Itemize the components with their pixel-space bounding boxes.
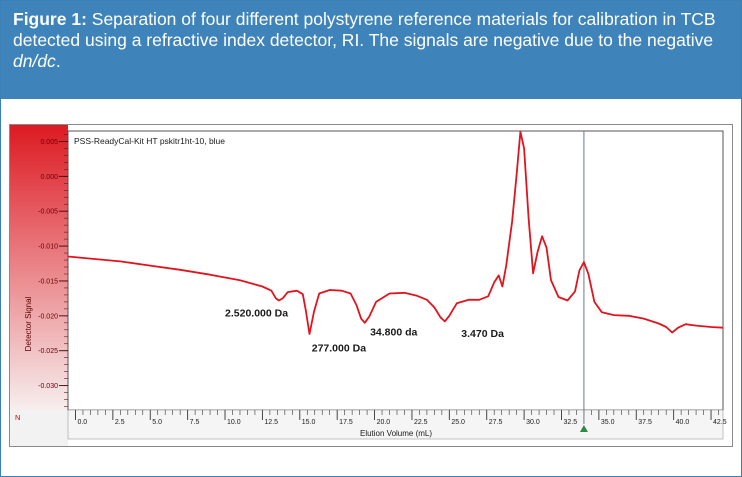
caption-text: Separation of four different polystyrene…: [13, 9, 716, 50]
figure-caption: Figure 1: Separation of four different p…: [1, 1, 741, 99]
x-tick-label: 5.0: [152, 419, 162, 426]
y-axis-label: Detector Signal: [24, 296, 33, 351]
peak-annotation: 2.520.000 Da: [225, 308, 288, 320]
x-tick-label: 20.0: [377, 419, 391, 426]
x-tick-label: 22.5: [414, 419, 428, 426]
peak-annotation: 34.800 da: [370, 326, 417, 338]
x-tick-label: 12.5: [264, 419, 278, 426]
x-axis-label: Elution Volume (mL): [360, 429, 432, 438]
x-tick-label: 37.5: [638, 419, 652, 426]
y-tick-label: 0.005: [40, 139, 58, 146]
x-axis: 0.0 2.5 5.0 7.5 10.0 12.5 15.0 17.5 20.0 22.5 25.0…: [75, 410, 727, 426]
plot-area: [67, 130, 724, 411]
caption-paragraph: Figure 1: Separation of four different p…: [1, 1, 741, 72]
cursor-marker-icon[interactable]: [579, 425, 588, 432]
caption-text-end: .: [55, 51, 61, 71]
x-tick-label: 35.0: [601, 419, 615, 426]
peak-annotations: 2.520.000 Da 277.000 Da 34.800 da 3.470 Da: [225, 308, 504, 355]
y-tick-label: 0.000: [40, 174, 58, 181]
x-tick-label: 7.5: [190, 419, 200, 426]
chart-container: 0.005 0.000 -0.005 -0.010 -0.015 -0.020 -0.025…: [9, 124, 733, 447]
x-tick-label: 32.5: [563, 419, 577, 426]
y-tick-label: -0.020: [38, 313, 58, 320]
x-tick-label: 0.0: [77, 419, 87, 426]
x-tick-label: 30.0: [526, 419, 540, 426]
unit-panel: [10, 410, 68, 446]
x-tick-label: 42.5: [713, 419, 727, 426]
y-tick-label: -0.010: [38, 244, 58, 251]
y-unit-label: N: [15, 413, 20, 422]
y-tick-label: -0.025: [38, 348, 58, 355]
chart-title: PSS-ReadyCal-Kit HT pskitr1ht-10, blue: [74, 136, 225, 146]
series-line: [67, 130, 724, 335]
x-tick-label: 40.0: [676, 419, 690, 426]
peak-annotation: 277.000 Da: [312, 342, 366, 354]
peak-annotation: 3.470 Da: [461, 328, 504, 340]
y-tick-label: -0.030: [38, 383, 58, 390]
x-tick-label: 17.5: [339, 419, 353, 426]
y-tick-label: -0.015: [38, 278, 58, 285]
x-tick-label: 2.5: [115, 419, 125, 426]
caption-label: Figure 1:: [13, 9, 87, 29]
x-tick-label: 27.5: [489, 419, 503, 426]
y-axis: 0.005 0.000 -0.005 -0.010 -0.015 -0.020 -0.025…: [38, 134, 68, 407]
y-axis-panel: [10, 125, 68, 410]
x-tick-label: 10.0: [227, 419, 241, 426]
chromatogram-chart: 0.005 0.000 -0.005 -0.010 -0.015 -0.020 -0.025…: [9, 124, 733, 447]
caption-emphasis: dn/dc: [13, 51, 56, 71]
x-tick-label: 15.0: [302, 419, 316, 426]
x-tick-label: 25.0: [451, 419, 465, 426]
y-tick-label: -0.005: [38, 209, 58, 216]
